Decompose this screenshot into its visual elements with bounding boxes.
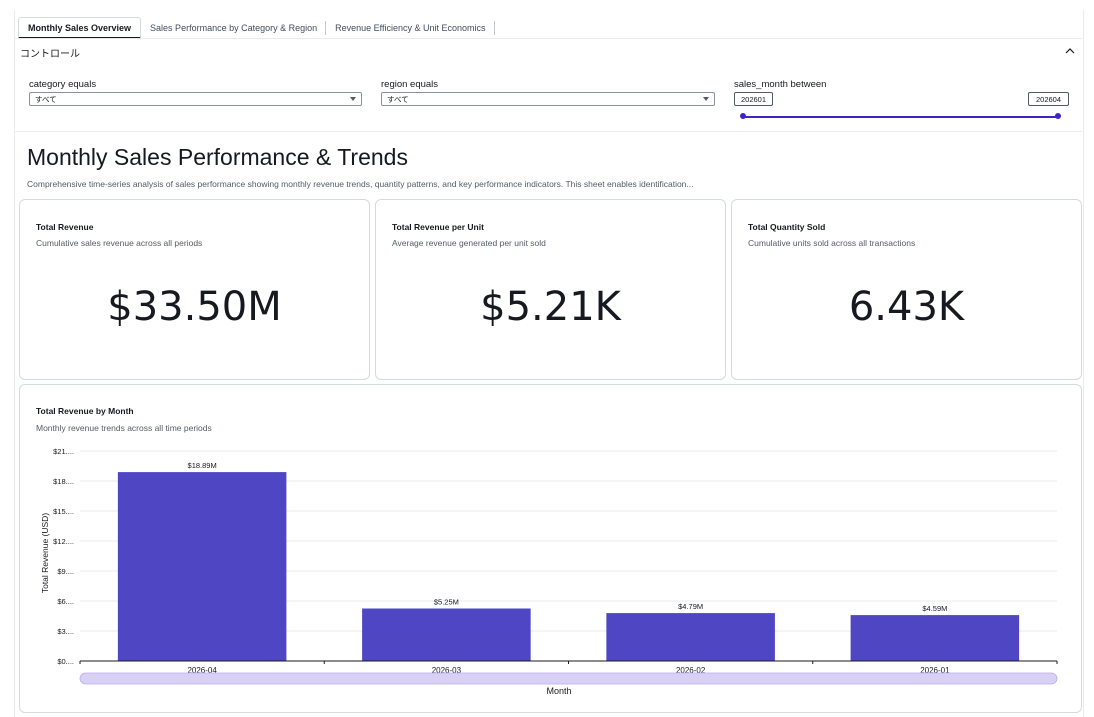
bar[interactable] [850, 615, 1020, 661]
page-title: Monthly Sales Performance & Trends [27, 144, 408, 170]
chart-card-revenue-by-month[interactable]: Total Revenue by Month Monthly revenue t… [19, 384, 1082, 713]
revenue-bar-chart: $0.... $3.... $6.... $9.... $12.... $15.... $1… [40, 447, 1058, 696]
sales-month-filter-label: sales_month between [734, 79, 827, 90]
kpi-title: Total Quantity Sold [748, 222, 826, 232]
chart-scrollbar[interactable] [79, 672, 1058, 685]
x-tick-label: 2026-03 [432, 666, 462, 675]
page-description: Comprehensive time-series analysis of sa… [27, 179, 694, 189]
x-tick-label: 2026-01 [920, 666, 950, 675]
x-axis-title: Month [546, 686, 571, 696]
tab-divider [14, 38, 1082, 39]
bar[interactable] [362, 608, 531, 662]
sales-month-from-input[interactable]: 202601 [734, 92, 773, 106]
x-tick-label: 2026-02 [676, 666, 706, 675]
region-filter-label: region equals [381, 79, 439, 90]
category-select-value: すべて [35, 94, 57, 104]
y-tick-label: $9.... [57, 567, 74, 576]
category-select[interactable]: すべて [29, 92, 362, 106]
kpi-card-total-quantity[interactable]: Total Quantity Sold Cumulative units sol… [731, 199, 1082, 380]
tab-sales-performance[interactable]: Sales Performance by Category & Region [141, 17, 327, 39]
sheet-tabs: Monthly Sales Overview Sales Performance… [18, 17, 495, 39]
tab-separator [325, 21, 327, 35]
y-tick-label: $3.... [57, 627, 74, 636]
tab-label: Sales Performance by Category & Region [150, 23, 318, 33]
data-label: $18.89M [188, 461, 217, 470]
kpi-value: $33.50M [107, 284, 282, 330]
chart-subtitle: Monthly revenue trends across all time p… [36, 423, 212, 433]
sheet-frame [14, 10, 1084, 717]
kpi-subtitle: Average revenue generated per unit sold [392, 238, 546, 248]
chart-title: Total Revenue by Month [36, 406, 134, 416]
kpi-card-total-revenue[interactable]: Total Revenue Cumulative sales revenue a… [19, 199, 370, 380]
caret-down-icon [350, 97, 356, 101]
slider-handle-start[interactable] [740, 113, 746, 119]
sales-month-to-input[interactable]: 202604 [1028, 92, 1069, 106]
sales-month-slider-track[interactable] [743, 116, 1058, 118]
controls-title: コントロール [20, 49, 80, 60]
category-filter-label: category equals [29, 79, 97, 90]
y-tick-label: $15.... [53, 507, 74, 516]
kpi-subtitle: Cumulative units sold across all transac… [748, 238, 916, 248]
y-tick-label: $21.... [53, 447, 74, 456]
data-label: $5.25M [434, 598, 459, 607]
bar[interactable] [606, 613, 775, 661]
region-select-value: すべて [387, 94, 409, 104]
tab-separator [493, 21, 495, 35]
controls-divider [14, 131, 1082, 132]
x-tick-label: 2026-04 [187, 666, 217, 675]
y-tick-label: $12.... [53, 537, 74, 546]
kpi-subtitle: Cumulative sales revenue across all peri… [36, 238, 203, 248]
kpi-card-revenue-per-unit[interactable]: Total Revenue per Unit Average revenue g… [375, 199, 726, 380]
y-tick-label: $0.... [57, 657, 74, 666]
kpi-value: 6.43K [848, 284, 965, 330]
kpi-value: $5.21K [480, 284, 621, 330]
slider-handle-end[interactable] [1055, 113, 1061, 119]
data-label: $4.59M [922, 604, 947, 613]
tab-monthly-sales-overview[interactable]: Monthly Sales Overview [18, 17, 142, 39]
data-label: $4.79M [678, 602, 703, 611]
kpi-title: Total Revenue [36, 222, 94, 232]
bar[interactable] [117, 472, 287, 661]
tab-revenue-efficiency[interactable]: Revenue Efficiency & Unit Economics [326, 17, 495, 39]
y-tick-label: $6.... [57, 597, 74, 606]
caret-down-icon [703, 97, 709, 101]
tab-label: Revenue Efficiency & Unit Economics [335, 23, 486, 33]
tab-label: Monthly Sales Overview [28, 22, 132, 33]
y-tick-label: $18.... [53, 477, 74, 486]
y-axis-title: Total Revenue (USD) [40, 513, 50, 593]
kpi-title: Total Revenue per Unit [392, 222, 484, 232]
chevron-up-icon[interactable] [1063, 44, 1077, 58]
region-select[interactable]: すべて [381, 92, 715, 106]
